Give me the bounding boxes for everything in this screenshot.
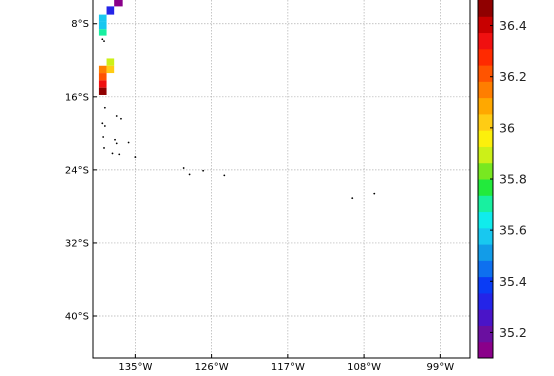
y-tick-label: 32°S — [65, 238, 89, 249]
island-dot — [111, 152, 114, 155]
island-dot — [188, 173, 191, 176]
colorbar-tick-label: 35.4 — [499, 274, 527, 289]
colorbar-tick-label: 36 — [499, 120, 515, 135]
heat-cells — [98, 0, 123, 95]
map-grid — [93, 0, 470, 358]
colorbar-swatch — [478, 48, 493, 66]
x-axis-tick-labels: 135°W 126°W 117°W 108°W 99°W — [118, 362, 454, 373]
heat-cell — [98, 29, 107, 36]
heat-cell — [114, 0, 123, 7]
island-dot — [182, 167, 185, 169]
colorbar-swatch — [478, 292, 493, 310]
colorbar-tick-label: 36.2 — [499, 69, 527, 84]
map-frame — [92, 0, 471, 359]
colorbar-swatch — [478, 162, 493, 180]
heat-cell — [98, 80, 107, 88]
colorbar: 35.2 35.4 35.6 35.8 36 36.2 36.4 — [477, 0, 527, 359]
island-dot — [351, 197, 354, 200]
island-dot — [114, 138, 116, 141]
island-dot — [115, 115, 118, 117]
island-dot — [202, 169, 205, 172]
colorbar-tick-label: 36.4 — [499, 18, 527, 33]
x-tick-label: 108°W — [347, 362, 381, 373]
y-axis-tick-labels: 8°S 16°S 24°S 32°S 40°S — [65, 19, 89, 322]
colorbar-swatch — [478, 341, 493, 359]
colorbar-tick-label: 35.2 — [499, 325, 527, 340]
colorbar-tick-label: 35.8 — [499, 172, 527, 187]
y-tick-label: 8°S — [71, 19, 89, 30]
island-dot — [223, 174, 226, 177]
island-dot — [118, 153, 121, 156]
x-tick-label: 117°W — [271, 362, 305, 373]
island-dot — [373, 192, 376, 195]
island-dot — [120, 117, 122, 120]
x-tick-label: 135°W — [118, 362, 152, 373]
colorbar-swatch — [478, 211, 493, 229]
y-tick-label: 24°S — [65, 165, 89, 176]
heat-cell — [106, 58, 115, 66]
island-dot — [134, 156, 137, 158]
heat-cell — [98, 65, 107, 74]
colorbar-swatch — [478, 309, 493, 326]
colorbar-swatch — [478, 179, 493, 196]
x-tick-label: 126°W — [195, 362, 229, 373]
colorbar-swatch — [478, 260, 493, 278]
colorbar-swatch — [478, 130, 493, 147]
island-dot — [115, 142, 118, 145]
colorbar-swatch — [478, 32, 493, 50]
heat-cell — [98, 73, 107, 81]
colorbar-swatch — [478, 244, 493, 261]
heat-cell — [106, 65, 115, 74]
island-dot — [103, 147, 105, 149]
island-markers — [101, 38, 376, 200]
x-tick-label: 99°W — [427, 362, 455, 373]
colorbar-swatch — [478, 146, 493, 164]
colorbar-swatch — [478, 16, 493, 34]
island-dot — [127, 141, 130, 144]
colorbar-swatch — [478, 81, 493, 99]
colorbar-swatch — [478, 195, 493, 213]
colorbar-swatch — [478, 97, 493, 115]
island-dot — [101, 122, 104, 125]
heat-cell — [98, 21, 107, 30]
island-dot — [102, 136, 105, 138]
colorbar-swatch — [478, 113, 493, 131]
colorbar-swatch — [478, 276, 493, 294]
island-dot — [103, 106, 106, 109]
y-tick-label: 40°S — [65, 311, 89, 322]
island-dot — [103, 40, 105, 42]
island-dot — [103, 125, 106, 127]
colorbar-swatch — [478, 325, 493, 343]
colorbar-swatch — [478, 65, 493, 82]
heat-cell — [98, 87, 107, 95]
y-tick-label: 16°S — [65, 92, 89, 103]
colorbar-swatch — [478, 0, 493, 17]
axis-ticks — [93, 23, 441, 358]
colorbar-tick-label: 35.6 — [499, 223, 527, 238]
island-dot — [101, 38, 104, 41]
heat-cell — [106, 6, 115, 15]
heat-cell — [98, 14, 107, 22]
colorbar-swatch — [478, 227, 493, 245]
